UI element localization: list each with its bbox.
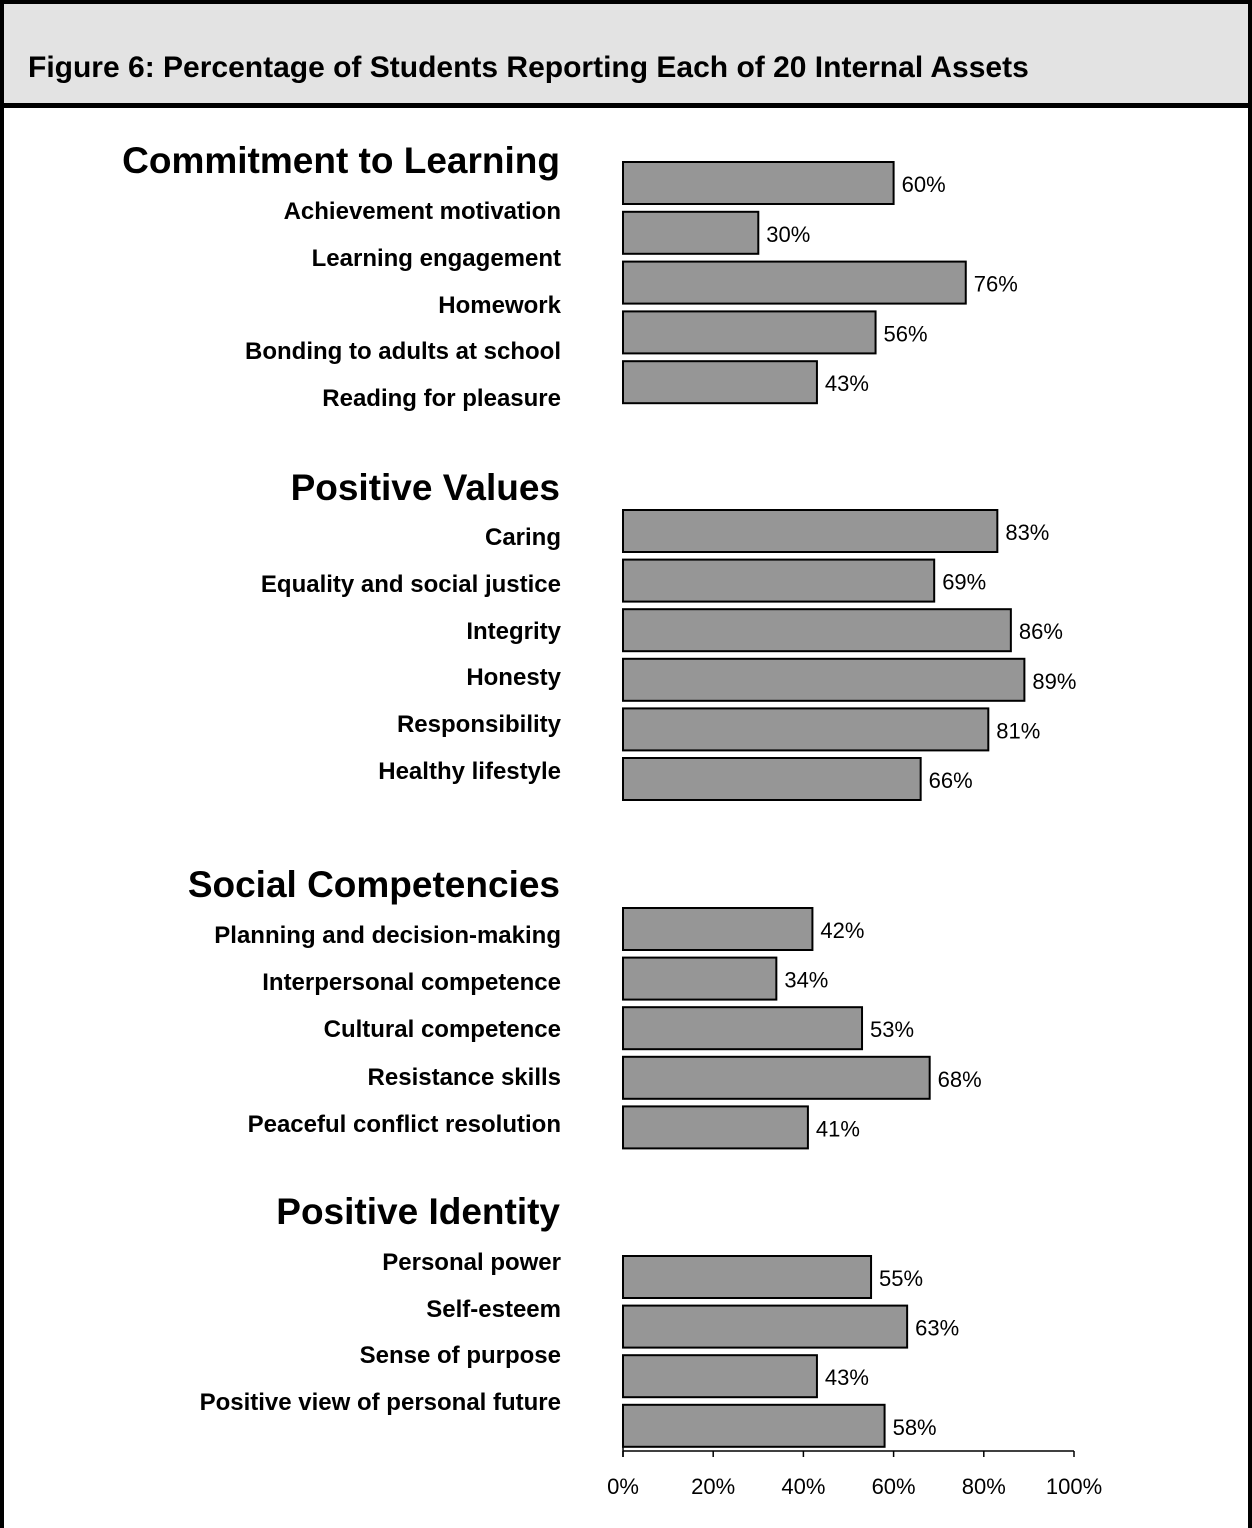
bar	[622, 956, 778, 1001]
x-tick-label: 40%	[781, 1474, 825, 1499]
category-label: Honesty	[466, 664, 561, 692]
bar	[622, 310, 877, 355]
x-tick-label: 0%	[607, 1474, 639, 1499]
category-label: Homework	[438, 291, 561, 319]
data-label: 43%	[825, 1365, 869, 1390]
category-label: Responsibility	[396, 711, 561, 739]
category-label: Integrity	[466, 617, 561, 645]
category-label: Resistance skills	[367, 1063, 561, 1091]
data-label: 89%	[1032, 669, 1076, 694]
data-label: 81%	[996, 718, 1040, 743]
bar	[622, 260, 967, 305]
category-label: Interpersonal competence	[262, 969, 561, 997]
data-label: 69%	[942, 570, 986, 595]
category-label: Reading for pleasure	[322, 385, 561, 413]
bar	[622, 1403, 886, 1448]
bar	[622, 558, 936, 603]
x-tick-label: 60%	[872, 1474, 916, 1499]
x-tick-label: 100%	[1046, 1474, 1102, 1499]
data-label: 55%	[879, 1266, 923, 1291]
category-label: Cultural competence	[323, 1016, 561, 1044]
bar	[622, 1255, 873, 1299]
bar	[622, 1006, 864, 1051]
category-label: Equality and social justice	[260, 570, 561, 598]
x-tick-label: 20%	[691, 1474, 735, 1499]
bar	[622, 161, 895, 205]
data-label: 86%	[1019, 619, 1063, 644]
category-label: Peaceful conflict resolution	[247, 1110, 561, 1138]
data-label: 56%	[884, 321, 928, 346]
bar	[622, 210, 760, 255]
category-label: Personal power	[382, 1249, 561, 1276]
data-label: 68%	[938, 1067, 982, 1092]
data-label: 34%	[784, 968, 828, 993]
bar	[622, 1304, 909, 1349]
category-label: Learning engagement	[311, 244, 561, 272]
data-label: 30%	[766, 222, 810, 247]
category-label: Positive view of personal future	[199, 1389, 561, 1417]
category-label: Sense of purpose	[359, 1342, 561, 1370]
group-heading: Social Competencies	[187, 864, 560, 905]
category-label: Caring	[484, 524, 561, 551]
bar	[622, 1354, 818, 1399]
category-label: Healthy lifestyle	[378, 758, 561, 785]
group-heading: Commitment to Learning	[122, 140, 560, 181]
bar	[622, 1105, 809, 1150]
category-label: Self-esteem	[426, 1295, 561, 1323]
data-label: 43%	[825, 371, 869, 396]
data-label: 41%	[816, 1116, 860, 1141]
data-label: 60%	[902, 172, 946, 197]
bar	[622, 608, 1012, 653]
category-label: Planning and decision-making	[214, 922, 561, 949]
bar	[622, 707, 990, 752]
category-label: Achievement motivation	[283, 198, 561, 225]
data-label: 76%	[974, 272, 1018, 297]
data-label: 42%	[820, 918, 864, 943]
group-heading: Positive Values	[290, 467, 560, 508]
bar	[622, 360, 818, 405]
data-label: 66%	[929, 768, 973, 793]
group-heading: Positive Identity	[276, 1191, 560, 1232]
bar	[622, 1055, 931, 1100]
category-label: Bonding to adults at school	[245, 338, 561, 366]
data-label: 53%	[870, 1017, 914, 1042]
bar	[622, 657, 1026, 702]
bar	[622, 907, 814, 951]
bar	[622, 757, 922, 801]
figure-title: Figure 6: Percentage of Students Reporti…	[28, 51, 1029, 84]
title-bar: Figure 6: Percentage of Students Reporti…	[4, 4, 1248, 108]
bar	[622, 509, 999, 553]
x-tick-label: 80%	[962, 1474, 1006, 1499]
data-label: 63%	[915, 1316, 959, 1341]
data-label: 83%	[1005, 520, 1049, 545]
data-label: 58%	[893, 1415, 937, 1440]
